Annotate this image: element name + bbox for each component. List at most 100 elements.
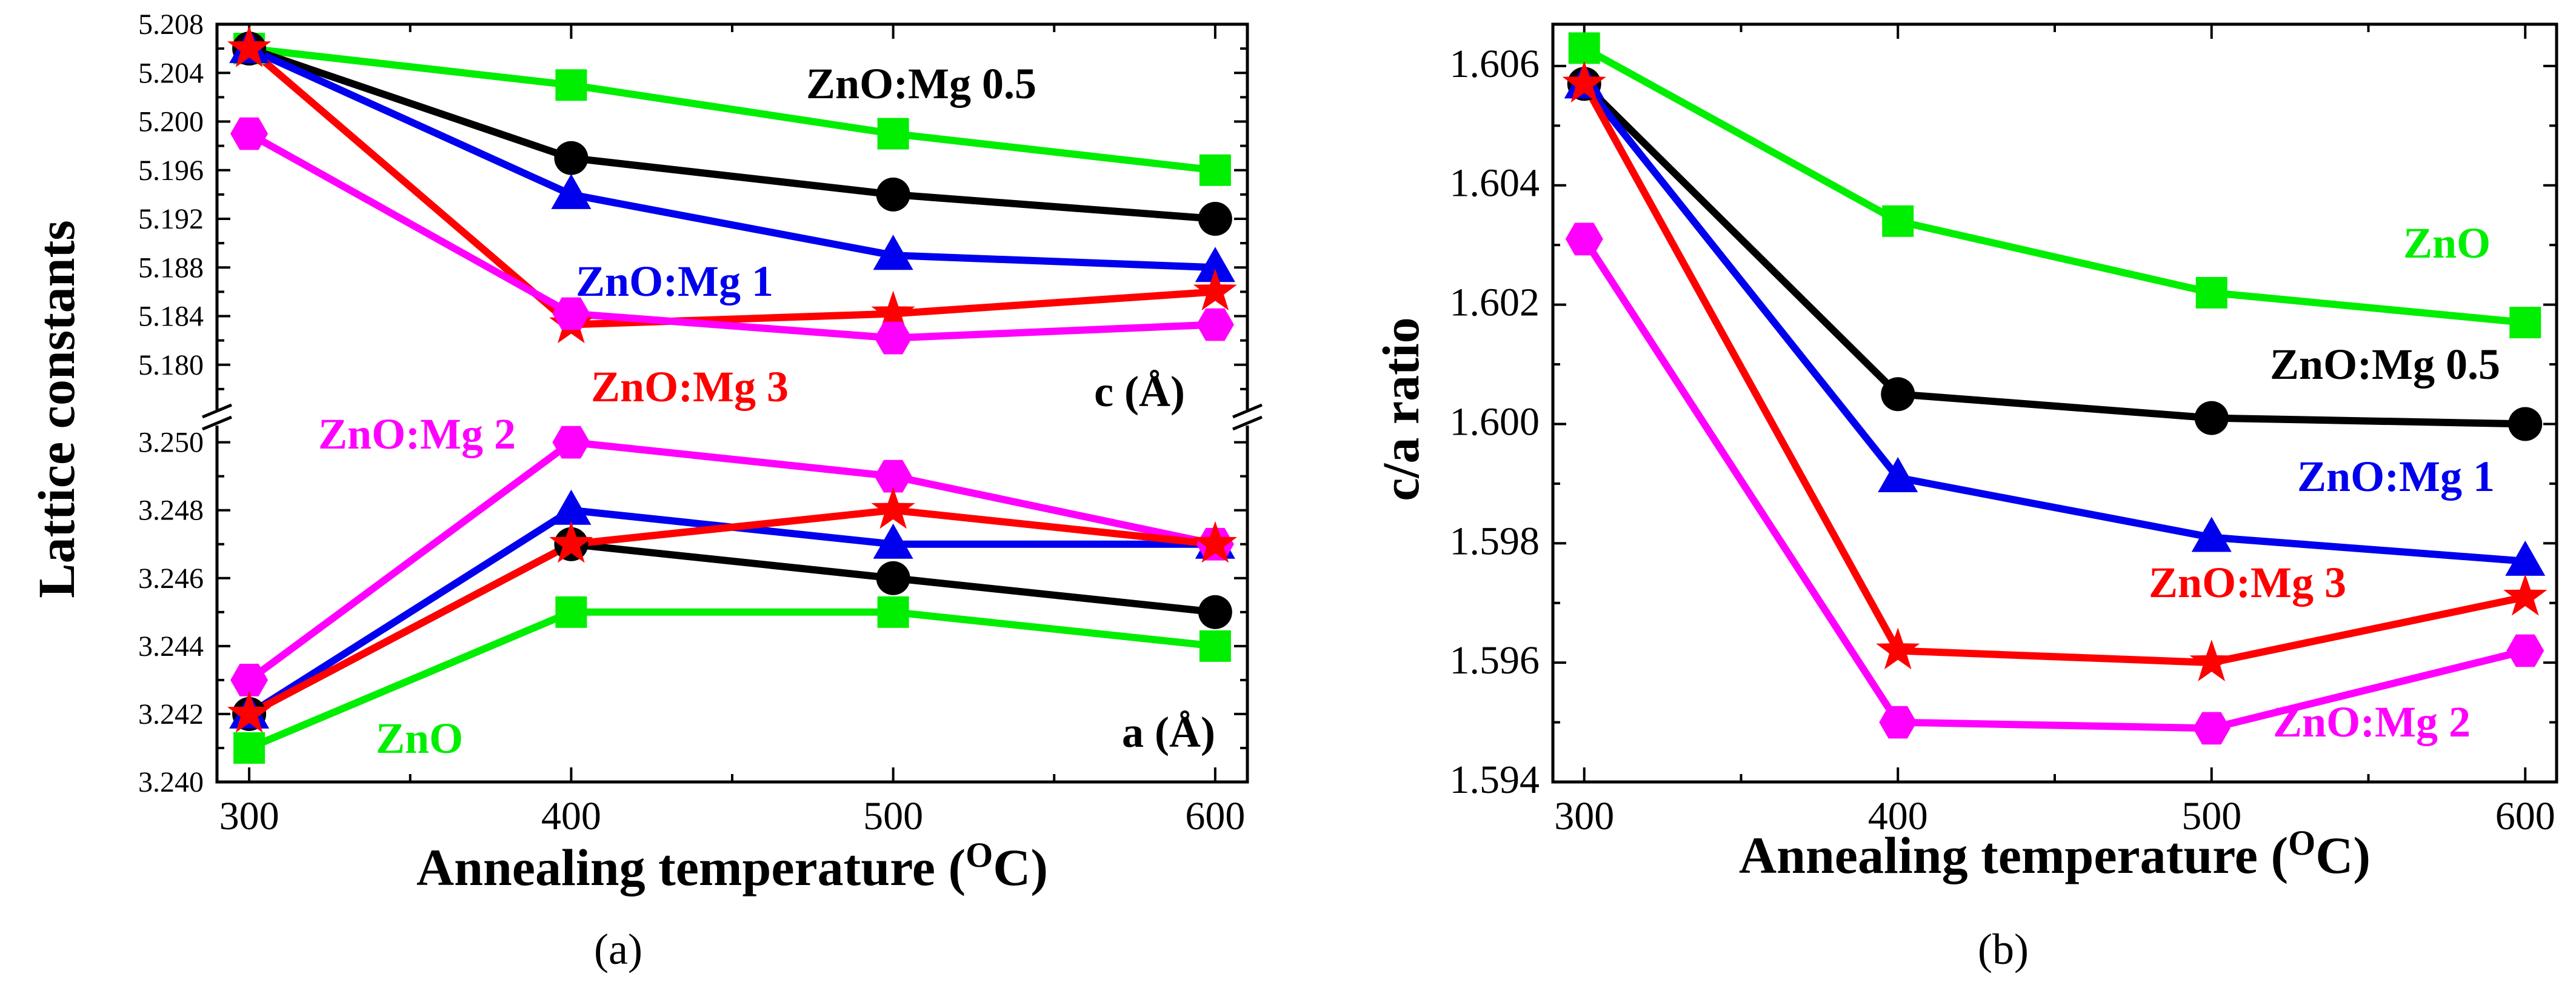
b-zno-mg-3-point bbox=[2503, 573, 2548, 616]
a-c-zno-mg-1-line bbox=[245, 45, 1219, 272]
axis-break-mark bbox=[202, 403, 232, 419]
y-tick-label: 1.594 bbox=[1450, 758, 1540, 802]
panel-a: 5.180 5.184 5.188 5.192 5.196 5.200 5.204 5.208… bbox=[27, 8, 1263, 974]
a-c-zno-mg-3-line bbox=[245, 45, 1219, 329]
y-tick-label: 1.606 bbox=[1450, 42, 1540, 86]
a-c-zno-mg-3-point bbox=[227, 25, 272, 67]
b-zno-mg-2-point bbox=[1879, 706, 1917, 739]
a-a-zno-mg-1-point bbox=[873, 523, 913, 559]
b-zno-mg-1-line bbox=[1580, 80, 2529, 565]
panel-caption-a: (a) bbox=[594, 925, 642, 974]
y-tick-label: 5.188 bbox=[138, 252, 204, 284]
b-zno-mg-3-point bbox=[1876, 627, 1920, 670]
annotation-zno: ZnO bbox=[2403, 219, 2491, 267]
y-tick-label: 3.248 bbox=[138, 495, 204, 527]
a-a-zno-mg-3-point bbox=[549, 521, 593, 563]
b-zno-point bbox=[2509, 307, 2541, 339]
annotation-zno-mg-3: ZnO:Mg 3 bbox=[591, 362, 789, 411]
b-zno-mg-2-point bbox=[1565, 222, 1603, 256]
a-c-zno-line bbox=[245, 45, 1219, 174]
b-zno-mg-2-point bbox=[2506, 634, 2544, 667]
y-tick-label: 3.242 bbox=[138, 698, 204, 730]
y-tick-label: 1.604 bbox=[1450, 161, 1540, 205]
y-tick-label: 5.180 bbox=[138, 349, 204, 381]
annotation-zno-mg-0-5: ZnO:Mg 0.5 bbox=[806, 59, 1036, 108]
a-a-zno-mg-1-point bbox=[551, 489, 592, 525]
x-tick-label: 600 bbox=[2495, 794, 2555, 838]
a-c-zno-mg-1-point bbox=[873, 235, 913, 270]
b-zno-mg-0-5-point bbox=[2508, 407, 2543, 441]
a-c-zno-mg-0-5-point bbox=[1198, 202, 1232, 236]
y-tick-label: 1.596 bbox=[1450, 638, 1540, 683]
annotation-zno-mg-3: ZnO:Mg 3 bbox=[2149, 558, 2346, 607]
a-c-zno-mg-2-point bbox=[552, 297, 590, 330]
a-c-zno-mg-3-point bbox=[871, 290, 915, 333]
a-a-zno-mg-3-point bbox=[1193, 521, 1237, 563]
b-zno-mg-3-point bbox=[1562, 61, 1606, 103]
y-tick-label: 5.196 bbox=[138, 155, 204, 187]
b-zno-point bbox=[1568, 32, 1600, 64]
b-zno-line bbox=[1580, 44, 2529, 327]
x-axis-title-text: Annealing temperature ( bbox=[416, 838, 966, 897]
a-c-zno-mg-2-point bbox=[230, 117, 269, 150]
a-c-zno-mg-0-5-line bbox=[245, 45, 1219, 222]
a-a-zno-mg-3-line bbox=[245, 506, 1219, 718]
a-c-zno-mg-3-point bbox=[1193, 269, 1237, 311]
a-axis-label: a (Å) bbox=[1122, 708, 1215, 757]
a-a-zno-mg-2-point bbox=[230, 664, 269, 696]
y-tick-label: 1.600 bbox=[1450, 399, 1540, 444]
annotation-zno-mg-0-5: ZnO:Mg 0.5 bbox=[2270, 340, 2500, 389]
a-c-zno-mg-1-point bbox=[551, 173, 592, 209]
a-a-zno-mg-2-point bbox=[874, 459, 912, 493]
annotation-zno: ZnO bbox=[376, 714, 463, 763]
b-zno-mg-0-5-point bbox=[2194, 401, 2229, 435]
b-zno-mg-0-5-line bbox=[1580, 80, 2529, 428]
annotation-zno-mg-2: ZnO:Mg 2 bbox=[2273, 698, 2471, 746]
y-tick-label: 3.244 bbox=[138, 630, 204, 663]
x-axis-title: Annealing temperature (OC) bbox=[1739, 823, 2371, 884]
panel-b: 1.594 1.596 1.598 1.600 1.602 1.604 1.606 300 40… bbox=[1372, 22, 2558, 974]
a-a-zno-point bbox=[877, 596, 909, 628]
annotation-zno-mg-2: ZnO:Mg 2 bbox=[318, 410, 516, 458]
y-tick-label: 5.184 bbox=[138, 301, 204, 333]
x-tick-label: 500 bbox=[2181, 794, 2241, 838]
y-tick-label: 1.598 bbox=[1450, 519, 1540, 563]
b-zno-point bbox=[2195, 276, 2227, 309]
y-tick-label: 5.204 bbox=[138, 57, 204, 89]
y-tick-label: 5.200 bbox=[138, 106, 204, 138]
a-c-zno-mg-2-line bbox=[245, 130, 1219, 342]
a-a-zno-point bbox=[1199, 630, 1231, 662]
a-c-zno-point bbox=[1199, 154, 1231, 186]
a-a-zno-mg-2-line bbox=[245, 438, 1219, 684]
a-a-zno-mg-2-point bbox=[552, 426, 590, 459]
b-zno-mg-1-point bbox=[2191, 516, 2232, 552]
b-zno-mg-2-point bbox=[2192, 712, 2231, 745]
x-axis-title-sup: O bbox=[966, 835, 993, 875]
x-tick-label: 600 bbox=[1185, 794, 1245, 838]
y-tick-label: 3.246 bbox=[138, 563, 204, 595]
y-axis-title: c/a ratio bbox=[1372, 317, 1430, 501]
a-c-zno-mg-0-5-point bbox=[554, 141, 589, 175]
y-tick-label: 3.250 bbox=[138, 427, 204, 459]
x-tick-label: 400 bbox=[541, 794, 601, 838]
a-c-zno-point bbox=[555, 69, 587, 101]
a-a-zno-line bbox=[245, 608, 1219, 752]
a-a-zno-mg-0-5-point bbox=[1198, 595, 1232, 629]
y-tick-label: 3.240 bbox=[138, 766, 204, 798]
x-axis-title-sup: O bbox=[2288, 823, 2315, 863]
x-axis-title: Annealing temperature (OC) bbox=[416, 835, 1048, 897]
b-zno-mg-3-point bbox=[2189, 640, 2234, 681]
axis-break-mark bbox=[1232, 403, 1263, 419]
annotation-zno-mg-1: ZnO:Mg 1 bbox=[2297, 452, 2495, 501]
a-a-zno-mg-0-5-point bbox=[876, 561, 910, 595]
b-zno-mg-2-line bbox=[1580, 235, 2529, 732]
axis-break-mark bbox=[1232, 415, 1263, 431]
y-axis-title: Lattice constants bbox=[27, 220, 85, 598]
b-zno-mg-0-5-point bbox=[1881, 377, 1915, 412]
x-tick-label: 400 bbox=[1868, 794, 1928, 838]
a-a-zno-point bbox=[233, 732, 265, 764]
a-c-zno-mg-2-point bbox=[1196, 308, 1234, 341]
a-c-zno-mg-0-5-point bbox=[876, 177, 910, 212]
a-c-zno-point bbox=[877, 118, 909, 150]
